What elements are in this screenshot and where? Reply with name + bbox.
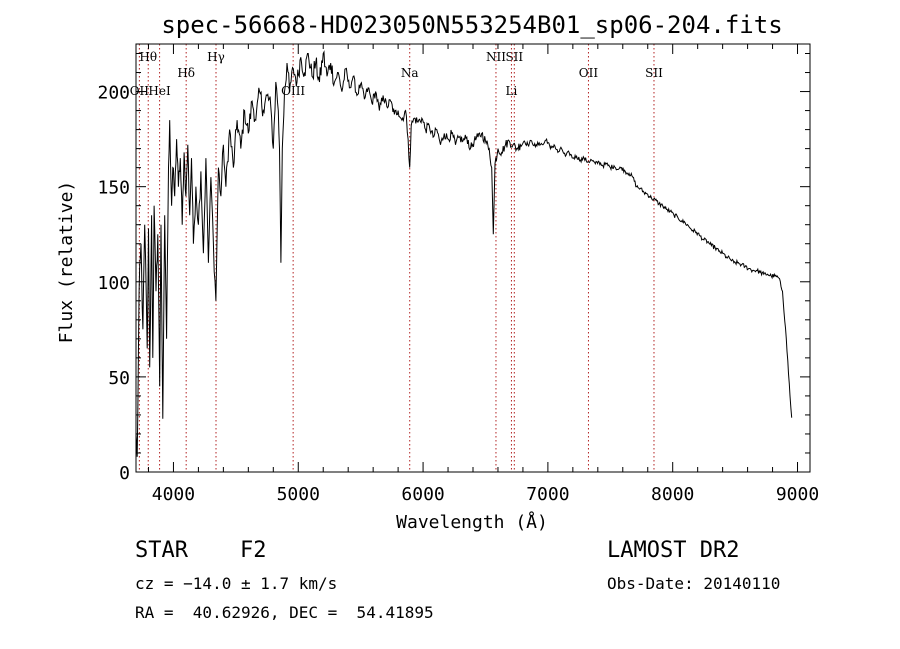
line-marker-label: SII [645, 66, 663, 80]
line-marker-label: Hδ [177, 66, 195, 80]
survey-name: LAMOST DR2 [607, 538, 740, 563]
y-tick-label: 150 [97, 178, 130, 199]
y-tick-label: 0 [119, 463, 130, 484]
line-marker-label: Hγ [207, 50, 225, 64]
x-axis-label: Wavelength (Å) [396, 511, 548, 533]
line-marker-label: SII [505, 50, 523, 64]
x-tick-label: 4000 [152, 484, 195, 505]
y-axis: 0 50 100 150 200 [97, 53, 810, 484]
x-tick-label: 6000 [401, 484, 444, 505]
chart-title: spec-56668-HD023050N553254B01_sp06-204.f… [161, 11, 782, 39]
spectral-class: STAR [135, 538, 188, 563]
observation-date: Obs-Date: 20140110 [607, 574, 781, 593]
coordinates: RA = 40.62926, DEC = 54.41895 [135, 603, 434, 622]
plot-frame [135, 43, 811, 473]
spectrum-layer [135, 50, 793, 457]
redshift-cz: cz = −14.0 ± 1.7 km/s [135, 574, 338, 593]
y-tick-label: 100 [97, 273, 130, 294]
line-marker-label: Na [401, 66, 419, 80]
y-tick-label: 200 [97, 83, 130, 104]
y-tick-label: 50 [108, 368, 130, 389]
line-marker-label: OII [579, 66, 599, 80]
x-tick-label: 8000 [651, 484, 694, 505]
line-marker-label: NII [486, 50, 506, 64]
x-tick-label: 5000 [277, 484, 320, 505]
x-tick-label: 7000 [526, 484, 569, 505]
line-marker-label: OIII [281, 84, 305, 98]
y-axis-label: Flux (relative) [56, 181, 77, 344]
line-marker-label: Li [506, 84, 518, 98]
line-marker-label: HeI [148, 84, 171, 98]
spectral-subclass: F2 [240, 538, 267, 563]
x-tick-label: 9000 [776, 484, 819, 505]
line-marker-label: OII [130, 84, 150, 98]
x-axis: 4000 5000 6000 7000 8000 9000 [147, 44, 819, 505]
line-marker-label: Hθ [139, 50, 157, 64]
spectrum-line [135, 50, 793, 457]
